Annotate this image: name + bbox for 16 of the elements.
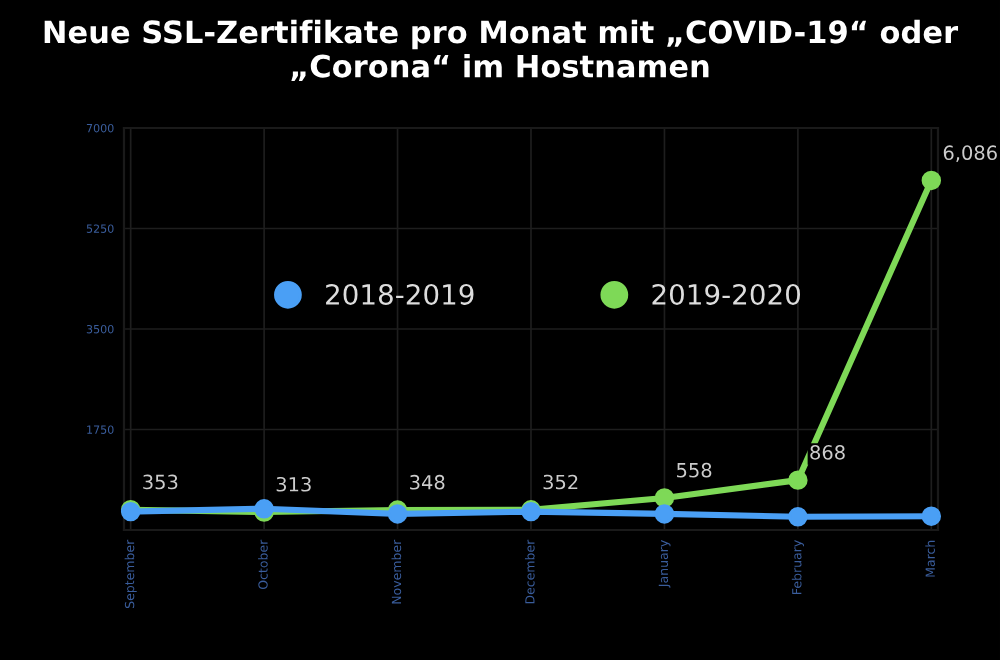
data-label: 313	[276, 476, 311, 492]
legend-label: 2018-2019	[326, 283, 474, 305]
point	[921, 170, 942, 191]
legend-label: 2019-2020	[652, 283, 801, 305]
point	[921, 506, 942, 526]
data-label: 868	[810, 445, 845, 460]
point	[788, 470, 808, 490]
point	[788, 507, 808, 527]
data-label: 558	[677, 462, 712, 478]
data-label: 6,086	[943, 145, 997, 163]
point	[654, 488, 675, 508]
data-label: 348	[410, 474, 445, 490]
data-label: 352	[543, 474, 578, 490]
point	[654, 504, 675, 524]
chart-title: Neue SSL-Zertifikate pro Monat mit „COVID-19“ oder „Corona“ im Hostnamen	[44, 19, 959, 81]
data-label: 353	[143, 474, 178, 490]
